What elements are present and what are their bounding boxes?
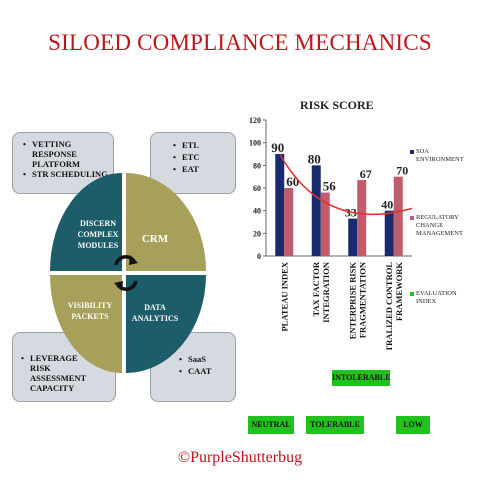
list-item: ETC <box>173 151 223 163</box>
y-tick-label: 40 <box>253 207 261 216</box>
copyright-footer: ©PurpleShutterbug <box>177 449 303 466</box>
page-title: SILOED COMPLIANCE MECHANICS <box>48 30 432 55</box>
bar-soa <box>348 218 358 256</box>
y-tick-label: 60 <box>253 184 261 193</box>
category-label-line: INTEGRATION <box>321 261 331 323</box>
legend-label-soa: SOA ENVIRONMENT <box>416 148 464 163</box>
quadrant-top-left <box>50 173 122 271</box>
box-top-left-list: VETTING RESPONSE PLATFORM STR SCHEDULING <box>23 139 109 179</box>
badge-intolerable: INTOLERABLE <box>332 370 391 386</box>
badge-neutral: NEUTRAL <box>248 416 294 434</box>
category-label: ENTERPRISE RISKFRAGMENTATION <box>347 261 367 339</box>
list-item: ETL <box>173 139 223 151</box>
quadrant-label-data-analytics: DATA ANALYTICS <box>131 303 179 323</box>
data-label: 70 <box>396 164 408 178</box>
list-item: CAAT <box>179 365 229 377</box>
badge-tolerable: TOLERABLE <box>306 416 364 434</box>
category-label: TAX FACTORINTEGRATION <box>311 261 331 323</box>
quadrant-diagram <box>50 173 206 373</box>
bar-soa <box>311 165 321 256</box>
legend-swatch-navy <box>410 150 414 154</box>
quadrant-top-right <box>126 173 206 271</box>
quadrant-bottom-left <box>50 275 122 373</box>
data-label: 90 <box>271 140 284 155</box>
category-label-line: CENTRALIZED CONTROL <box>384 262 394 350</box>
quadrant-label-discern: DISCERN COMPLEX MODULES <box>77 219 119 250</box>
box-top-right-list: ETL ETC EAT <box>173 139 223 175</box>
y-tick-label: 0 <box>257 252 261 261</box>
box-bottom-left-list: LEVERAGE RISK ASSESSMENT CAPACITY <box>21 353 86 393</box>
bar-regulatory <box>284 188 294 256</box>
bar-soa <box>275 154 285 256</box>
cycle-arrow-head <box>129 255 138 265</box>
trendline <box>279 153 413 216</box>
y-tick-label: 100 <box>249 139 261 148</box>
y-tick-label: 80 <box>253 161 261 170</box>
legend-label-regulatory: REGULATORY CHANGE MANAGEMENT <box>416 214 463 237</box>
data-label: 67 <box>360 167 372 181</box>
bar-regulatory <box>320 192 330 256</box>
y-tick-label: 120 <box>249 116 261 125</box>
bar-regulatory <box>357 180 367 256</box>
category-label-line: FRAMEWORK <box>394 262 404 321</box>
category-label-line: ENTERPRISE RISK <box>347 262 357 340</box>
quadrant-label-visibility: VISIBILITY PACKETS <box>67 301 113 321</box>
quadrant-label-crm: CRM <box>141 233 169 245</box>
list-item: LEVERAGE RISK ASSESSMENT CAPACITY <box>21 353 86 393</box>
legend-soa: SOA ENVIRONMENT <box>410 148 476 164</box>
box-bottom-right-list: SaaS CAAT <box>179 353 229 377</box>
data-label: 80 <box>308 151 321 166</box>
bar-soa <box>384 210 394 256</box>
data-label: 60 <box>286 174 299 189</box>
list-item: SaaS <box>179 353 229 365</box>
list-item: STR SCHEDULING <box>23 169 109 179</box>
legend-label-evaluation: EVALUATION INDEX <box>416 290 457 305</box>
chart-title: RISK SCORE <box>300 98 374 112</box>
data-label: 40 <box>381 198 393 212</box>
bar-regulatory <box>393 176 403 256</box>
legend-evaluation: EVALUATION INDEX <box>410 290 476 306</box>
category-label: PLATEAU INDEX <box>279 261 289 331</box>
cycle-arrow-head <box>114 281 123 291</box>
badge-low: LOW <box>396 416 430 434</box>
data-label: 56 <box>323 179 337 194</box>
box-top-right: ETL ETC EAT <box>150 132 236 194</box>
list-item: EAT <box>173 163 223 175</box>
legend-regulatory: REGULATORY CHANGE MANAGEMENT <box>410 214 476 238</box>
box-top-left: VETTING RESPONSE PLATFORM STR SCHEDULING <box>12 132 114 194</box>
list-item: VETTING RESPONSE PLATFORM <box>23 139 109 169</box>
y-tick-label: 20 <box>253 229 261 238</box>
quadrant-bottom-right <box>126 275 206 373</box>
category-label-line: FRAGMENTATION <box>357 261 367 338</box>
category-label-line: TAX FACTOR <box>311 261 321 316</box>
legend-swatch-rose <box>410 216 414 220</box>
legend-swatch-green <box>410 292 414 296</box>
category-label: CENTRALIZED CONTROLFRAMEWORK <box>384 262 404 350</box>
